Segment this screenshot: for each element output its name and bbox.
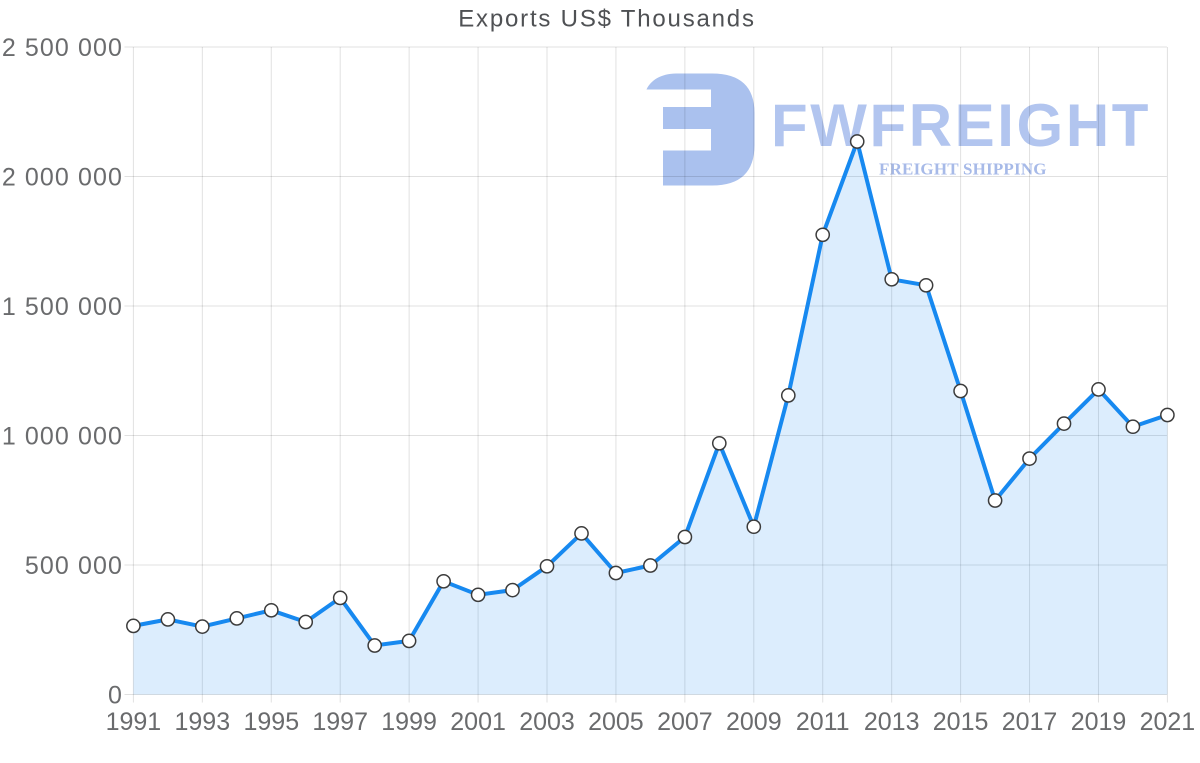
data-point-marker: [332, 590, 348, 606]
x-axis-tick-label: 2013: [864, 708, 920, 736]
data-point-marker: [1125, 419, 1141, 435]
y-axis-labels: 0 500 000 1 000 000 1 500 000 2 000 000 2 500…: [2, 34, 123, 710]
data-point-marker: [780, 388, 796, 403]
chart-title: Exports US$ Thousands: [458, 6, 756, 33]
watermark: FWFREIGHT FREIGHT SHIPPING: [646, 73, 1151, 186]
watermark-brand-text: FWFREIGHT: [771, 92, 1151, 159]
data-point-marker: [987, 493, 1003, 508]
data-point-marker: [677, 529, 693, 545]
x-axis-tick-label: 2015: [933, 708, 989, 736]
y-axis-tick-label: 1 500 000: [2, 293, 123, 321]
data-point-marker: [1160, 407, 1175, 423]
x-axis-tick-label: 1991: [106, 708, 162, 736]
data-point-marker: [884, 271, 900, 287]
x-axis-tick-label: 2011: [796, 708, 850, 736]
x-axis-labels: 1991 1993 1995 1997 1999 2001 2003 2005 2007 2009…: [106, 708, 1196, 736]
data-point-marker: [229, 611, 245, 626]
data-point-marker: [436, 573, 451, 589]
data-point-marker: [711, 435, 727, 451]
x-axis-tick-label: 2003: [519, 708, 575, 736]
data-point-marker: [505, 582, 520, 598]
x-axis-tick-label: 2005: [588, 708, 644, 736]
x-axis-tick-label: 2001: [450, 708, 506, 736]
x-axis-tick-label: 2019: [1071, 708, 1127, 736]
fwfreight-logo-icon: [646, 73, 755, 186]
data-point-marker: [1022, 451, 1037, 466]
data-point-marker: [539, 558, 555, 574]
data-point-marker: [194, 619, 210, 634]
data-point-marker: [126, 618, 141, 634]
x-axis-tick-label: 1997: [312, 708, 368, 736]
data-point-marker: [401, 633, 417, 649]
x-axis-tick-label: 1993: [174, 708, 230, 736]
data-point-marker: [815, 227, 831, 243]
data-point-marker: [367, 638, 383, 653]
data-point-marker: [918, 277, 934, 293]
watermark-tagline-text: FREIGHT SHIPPING: [879, 160, 1047, 179]
data-point-marker: [470, 587, 486, 603]
x-axis-tick-label: 2007: [657, 708, 713, 736]
data-point-marker: [574, 526, 589, 541]
data-point-marker: [1091, 382, 1106, 397]
y-axis-tick-label: 500 000: [25, 552, 123, 580]
area-fill: [133, 141, 1168, 695]
y-axis-tick-label: 2 000 000: [2, 164, 123, 192]
gridlines: [124, 46, 1168, 703]
x-axis-tick-label: 2021: [1140, 708, 1196, 736]
data-point-marker: [263, 602, 279, 618]
data-point-marker: [953, 383, 968, 399]
x-axis-tick-label: 1995: [243, 708, 299, 736]
y-axis-tick-label: 2 500 000: [2, 34, 123, 62]
data-point-marker: [1056, 416, 1072, 431]
y-axis-tick-label: 0: [108, 682, 123, 710]
x-axis-tick-label: 1999: [381, 708, 437, 736]
data-point-marker: [746, 519, 762, 535]
data-point-marker: [849, 134, 865, 149]
data-point-marker: [298, 614, 314, 630]
y-axis-tick-label: 1 000 000: [2, 423, 123, 451]
data-point-markers: [126, 134, 1175, 653]
x-axis-tick-label: 2009: [726, 708, 782, 736]
x-axis-tick-label: 2017: [1002, 708, 1058, 736]
data-point-marker: [643, 558, 658, 573]
data-point-marker: [608, 565, 624, 581]
data-point-marker: [160, 612, 176, 627]
